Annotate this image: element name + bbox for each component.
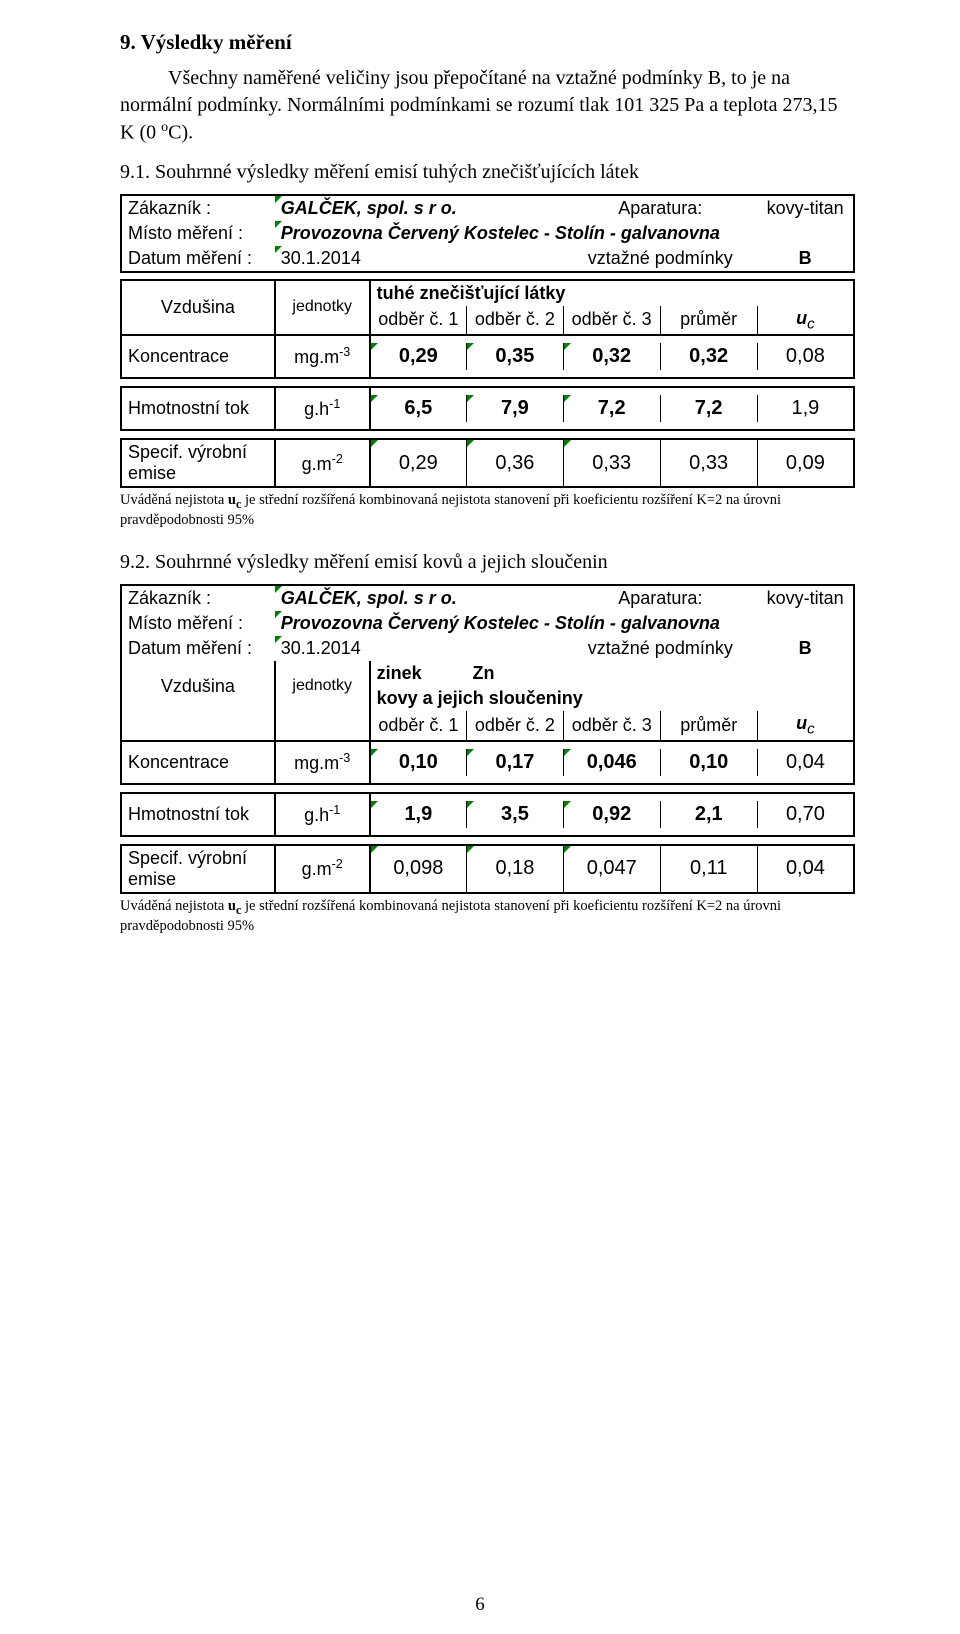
lbl-misto-2: Místo měření : (121, 611, 275, 636)
unit-gm2-2: g.m-2 (275, 845, 370, 893)
lbl-koncentrace: Koncentrace (121, 343, 275, 370)
lbl-hmotnostni: Hmotnostní tok (121, 395, 275, 422)
lbl-specif-2: Specif. výrobní emise (121, 845, 275, 893)
t1-spec-1: 0,29 (370, 439, 467, 487)
subheading-91: 9.1. Souhrnné výsledky měření emisí tuhý… (120, 161, 855, 184)
val-aparatura: kovy-titan (757, 195, 854, 221)
footnote-2: Uváděná nejistota uc je střední rozšířen… (120, 898, 855, 935)
t2-konc-2: 0,17 (467, 749, 564, 776)
t2-hmot-uc: 0,70 (757, 801, 854, 828)
t2-hmot-3: 0,92 (563, 801, 660, 828)
subheading-92: 9.2. Souhrnné výsledky měření emisí kovů… (120, 551, 855, 574)
lbl-aparatura-2: Aparatura: (563, 585, 757, 611)
val-aparatura-2: kovy-titan (757, 585, 854, 611)
lbl-prumer: průměr (660, 306, 757, 336)
t1-spec-uc: 0,09 (757, 439, 854, 487)
t2-spec-2: 0,18 (467, 845, 564, 893)
t1-konc-1: 0,29 (370, 343, 467, 370)
unit-gh-2: g.h-1 (275, 801, 370, 828)
lbl-odb2: odběr č. 2 (466, 306, 563, 336)
t2-spec-3: 0,047 (563, 845, 660, 893)
lbl-koncentrace-2: Koncentrace (121, 749, 275, 776)
t2-zn: Zn (467, 661, 564, 686)
t1-hmot-uc: 1,9 (757, 395, 854, 422)
t2-hmot-1: 1,9 (370, 801, 467, 828)
t2-konc-avg: 0,10 (660, 749, 757, 776)
lbl-jednotky-2: jednotky (275, 661, 370, 711)
lbl-uc-2: uc (757, 711, 854, 741)
t2-title: kovy a jejich sloučeniny (370, 686, 854, 711)
t2-spec-1: 0,098 (370, 845, 467, 893)
lbl-vztazne-2: vztažné podmínky (563, 636, 757, 661)
t2-spec-uc: 0,04 (757, 845, 854, 893)
t2-konc-1: 0,10 (370, 749, 467, 776)
t1-konc-3: 0,32 (563, 343, 660, 370)
t2-spec-avg: 0,11 (660, 845, 757, 893)
t1-konc-avg: 0,32 (660, 343, 757, 370)
intro-paragraph: Všechny naměřené veličiny jsou přepočíta… (120, 65, 855, 147)
t1-hmot-3: 7,2 (563, 395, 660, 422)
lbl-odb1: odběr č. 1 (370, 306, 467, 336)
lbl-vzdusina: Vzdušina (121, 280, 275, 336)
lbl-b: B (757, 246, 854, 272)
t1-konc-uc: 0,08 (757, 343, 854, 370)
unit-mgm3-2: mg.m-3 (275, 749, 370, 776)
table-91: Zákazník : GALČEK, spol. s r o. Aparatur… (120, 194, 855, 489)
val-galcek-2: GALČEK, spol. s r o. (275, 585, 564, 611)
t2-hmot-2: 3,5 (467, 801, 564, 828)
lbl-odb2-2: odběr č. 2 (467, 711, 564, 741)
section-heading: 9. Výsledky měření (120, 30, 855, 55)
lbl-prumer-2: průměr (660, 711, 757, 741)
lbl-specif: Specif. výrobní emise (121, 439, 275, 487)
lbl-uc: uc (757, 306, 854, 336)
unit-gm2: g.m-2 (275, 439, 370, 487)
unit-mgm3: mg.m-3 (275, 343, 370, 370)
t1-hmot-1: 6,5 (370, 395, 467, 422)
t1-hmot-2: 7,9 (466, 395, 563, 422)
table-92: Zákazník : GALČEK, spol. s r o. Aparatur… (120, 584, 855, 894)
lbl-aparatura: Aparatura: (563, 195, 757, 221)
lbl-datum-2: Datum měření : (121, 636, 275, 661)
lbl-datum: Datum měření : (121, 246, 275, 272)
lbl-b-2: B (757, 636, 854, 661)
lbl-vztazne: vztažné podmínky (563, 246, 757, 272)
lbl-zakaznik: Zákazník : (121, 195, 275, 221)
val-misto-2: Provozovna Červený Kostelec - Stolín - g… (275, 611, 854, 636)
t1-spec-avg: 0,33 (660, 439, 757, 487)
t1-spec-2: 0,36 (466, 439, 563, 487)
unit-gh: g.h-1 (275, 395, 370, 422)
lbl-jednotky: jednotky (275, 280, 370, 336)
t2-hmot-avg: 2,1 (660, 801, 757, 828)
t1-hmot-avg: 7,2 (660, 395, 757, 422)
t1-spec-3: 0,33 (563, 439, 660, 487)
lbl-misto: Místo měření : (121, 221, 275, 246)
lbl-vzdusina-2: Vzdušina (121, 661, 275, 711)
lbl-hmotnostni-2: Hmotnostní tok (121, 801, 275, 828)
lbl-odb3-2: odběr č. 3 (563, 711, 660, 741)
val-galcek: GALČEK, spol. s r o. (275, 195, 564, 221)
val-datum: 30.1.2014 (275, 246, 370, 272)
t2-konc-uc: 0,04 (757, 749, 854, 776)
lbl-odb3: odběr č. 3 (563, 306, 660, 336)
val-misto: Provozovna Červený Kostelec - Stolín - g… (275, 221, 854, 246)
t1-konc-2: 0,35 (466, 343, 563, 370)
t1-title: tuhé znečišťující látky (370, 280, 854, 306)
page-number: 6 (0, 1594, 960, 1616)
t2-zinek: zinek (370, 661, 467, 686)
footnote-1: Uváděná nejistota uc je střední rozšířen… (120, 492, 855, 529)
lbl-zakaznik-2: Zákazník : (121, 585, 275, 611)
val-datum-2: 30.1.2014 (275, 636, 370, 661)
t2-konc-3: 0,046 (563, 749, 660, 776)
lbl-odb1-2: odběr č. 1 (370, 711, 467, 741)
